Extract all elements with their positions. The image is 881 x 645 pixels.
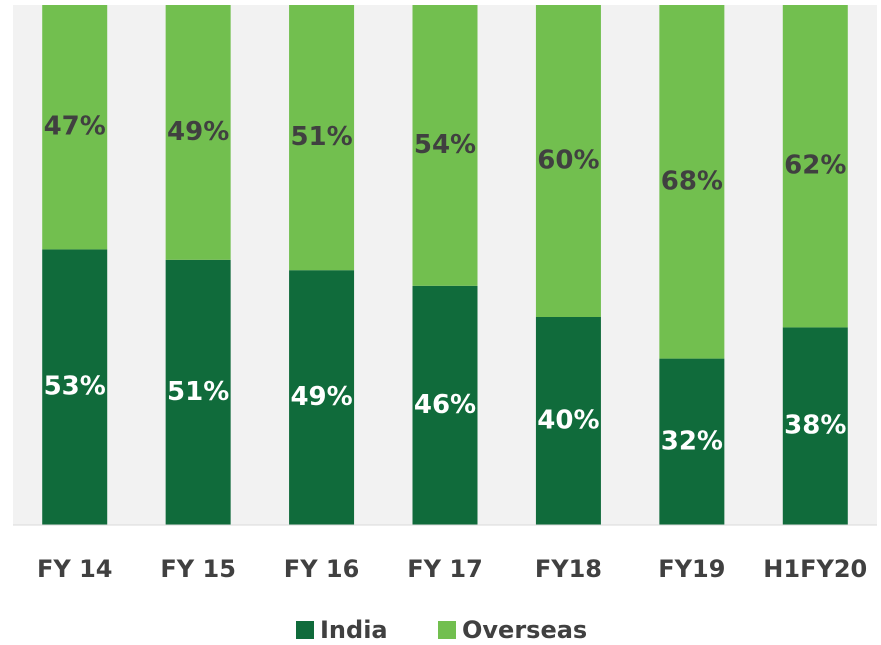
data-label: 53% bbox=[44, 372, 106, 402]
bar-segment bbox=[535, 317, 601, 525]
bar-segment bbox=[535, 5, 601, 317]
bar-segment bbox=[412, 5, 478, 286]
data-label: 32% bbox=[661, 426, 723, 456]
data-label: 38% bbox=[784, 411, 846, 441]
bar-segment bbox=[412, 285, 478, 525]
bar-segment bbox=[42, 5, 108, 250]
x-tick-label: FY 16 bbox=[284, 555, 360, 583]
bar-segment bbox=[782, 5, 848, 328]
data-label: 68% bbox=[661, 166, 723, 196]
data-label: 40% bbox=[537, 406, 599, 436]
data-label: 54% bbox=[414, 130, 476, 160]
x-tick-label: FY18 bbox=[535, 555, 602, 583]
data-label: 51% bbox=[290, 122, 352, 152]
x-tick-label: H1FY20 bbox=[763, 555, 867, 583]
x-tick-label: FY 14 bbox=[37, 555, 113, 583]
legend-label: Overseas bbox=[462, 616, 587, 644]
bar-segment bbox=[659, 5, 725, 359]
bar-segment bbox=[659, 358, 725, 525]
data-label: 47% bbox=[44, 112, 106, 142]
bar-segment bbox=[165, 5, 231, 260]
legend-swatch bbox=[296, 621, 314, 639]
legend-swatch bbox=[438, 621, 456, 639]
legend-label: India bbox=[320, 616, 388, 644]
data-label: 51% bbox=[167, 377, 229, 407]
data-label: 60% bbox=[537, 146, 599, 176]
data-label: 46% bbox=[414, 390, 476, 420]
bar-segment bbox=[289, 5, 355, 271]
bar-segment bbox=[42, 249, 108, 525]
x-tick-label: FY 15 bbox=[160, 555, 236, 583]
bar-segment bbox=[782, 327, 848, 525]
data-label: 49% bbox=[167, 117, 229, 147]
bar-segment bbox=[165, 259, 231, 525]
data-label: 62% bbox=[784, 151, 846, 181]
x-tick-label: FY 17 bbox=[407, 555, 483, 583]
data-label: 49% bbox=[290, 382, 352, 412]
bar-segment bbox=[289, 270, 355, 525]
x-tick-label: FY19 bbox=[658, 555, 725, 583]
